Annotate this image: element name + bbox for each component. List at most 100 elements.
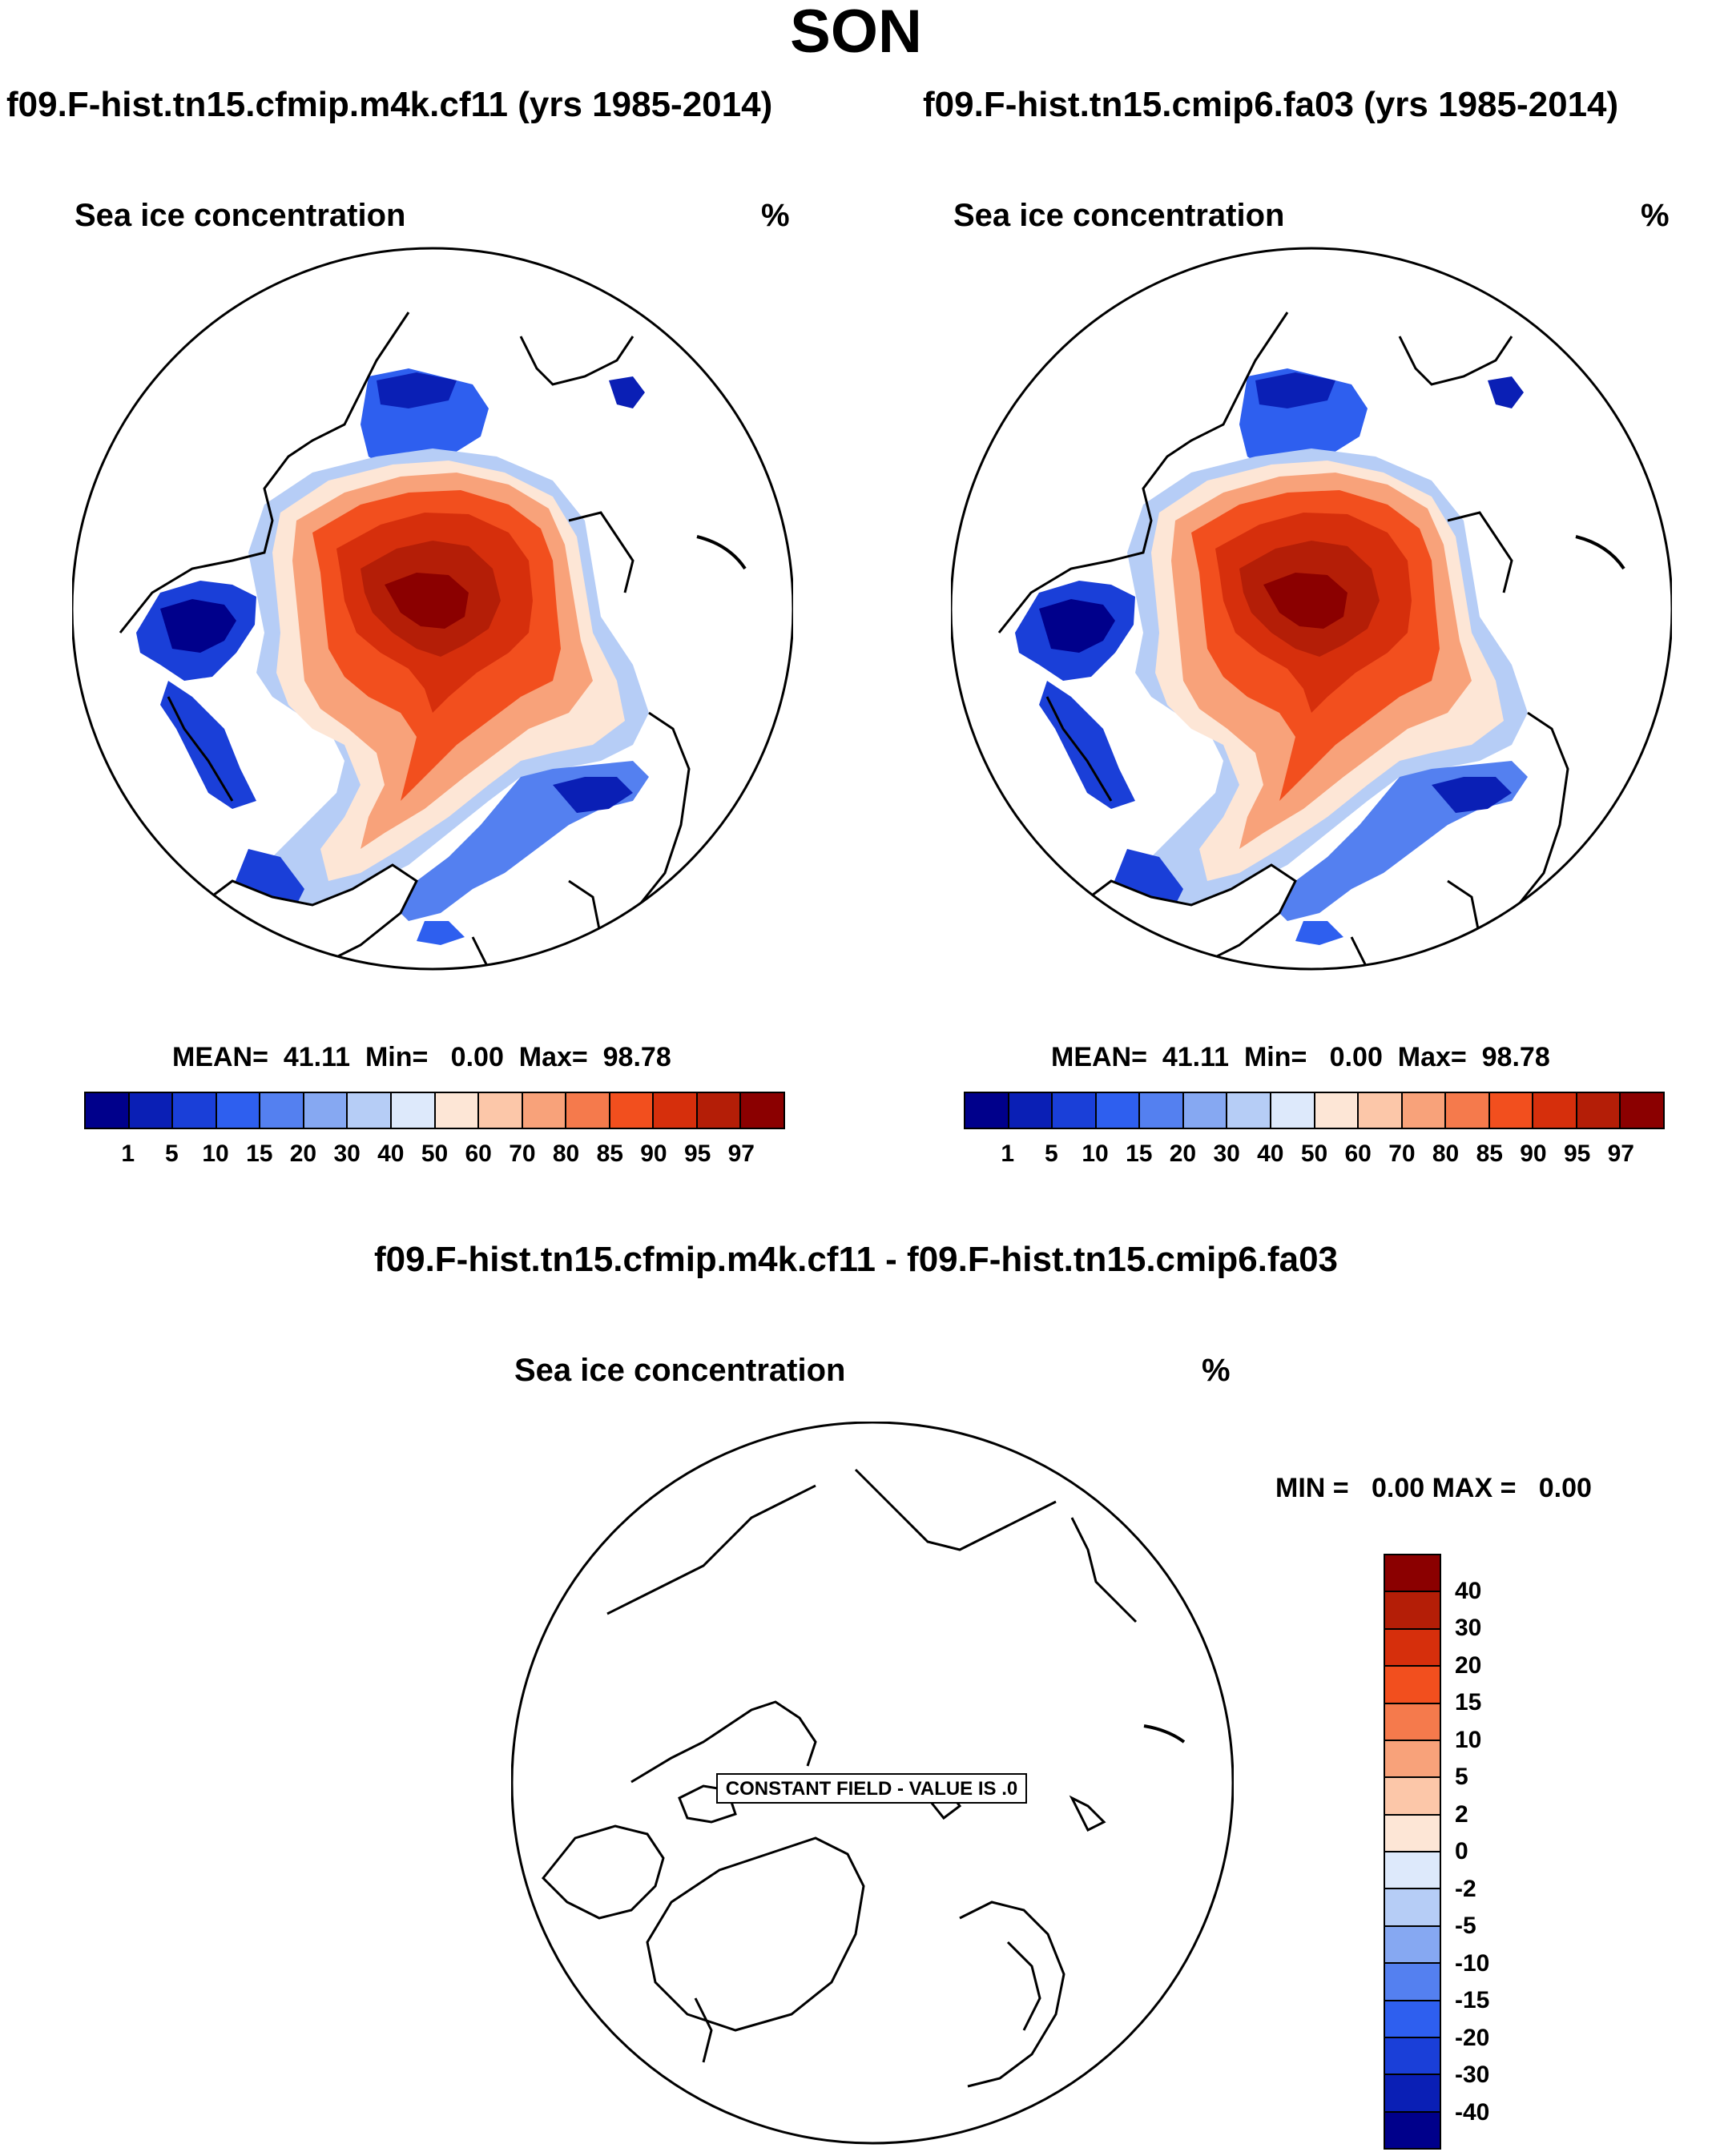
colorbar-swatch [654,1093,698,1128]
colorbar-tick-label: 5 [165,1140,179,1167]
colorbar-swatch [1315,1093,1360,1128]
colorbar-tick-label: 0 [1455,1838,1468,1864]
diff-case-title: f09.F-hist.tn15.cfmip.m4k.cf11 - f09.F-h… [373,1240,1339,1279]
panel2-field-title: Sea ice concentration [953,198,1285,233]
panel1-colorbar [84,1092,785,1129]
colorbar-tick-label: 10 [1082,1140,1109,1167]
colorbar-tick-label: 60 [1344,1140,1372,1167]
colorbar-tick-label: 95 [683,1140,711,1167]
colorbar-swatch [1140,1093,1184,1128]
colorbar-tick-label: 30 [1213,1140,1240,1167]
colorbar-swatch [1385,2001,1440,2038]
colorbar-swatch [1385,1703,1440,1741]
colorbar-swatch [435,1093,480,1128]
panel1-stats: MEAN= 41.11 Min= 0.00 Max= 98.78 [172,1042,671,1072]
colorbar-swatch [1533,1093,1577,1128]
colorbar-swatch [1385,1852,1440,1890]
colorbar-swatch [1053,1093,1097,1128]
colorbar-swatch [1385,2037,1440,2076]
colorbar-swatch [1577,1093,1621,1128]
colorbar-tick-label: 97 [727,1140,755,1167]
constant-field-label: CONSTANT FIELD - VALUE IS .0 [726,1778,1017,1800]
colorbar-tick-label: 70 [1388,1140,1416,1167]
colorbar-swatch [1385,2075,1440,2113]
colorbar-swatch [1385,1667,1440,1704]
colorbar-tick-label: 20 [289,1140,317,1167]
panel1-units: % [761,198,790,233]
colorbar-swatch [1227,1093,1271,1128]
figure-title: SON [790,0,922,66]
colorbar-swatch [1385,1964,1440,2001]
diff-colorbar [1384,1554,1441,2150]
colorbar-tick-label: 15 [246,1140,273,1167]
diff-field-title: Sea ice concentration [514,1353,846,1388]
panel2-colorbar [964,1092,1665,1129]
colorbar-tick-label: 85 [1476,1140,1503,1167]
colorbar-swatch [1385,2112,1440,2148]
diff-stats: MIN = 0.00 MAX = 0.00 [1275,1473,1592,1503]
colorbar-tick-label: 80 [552,1140,580,1167]
panel1-field-title: Sea ice concentration [75,198,406,233]
colorbar-tick-label: 10 [202,1140,229,1167]
colorbar-swatch [1271,1093,1315,1128]
panel2-colorbar-labels: 1 5 10 15 20 30 40 50 60 70 80 85 90 95 … [964,1140,1665,1173]
panel2-stats: MEAN= 41.11 Min= 0.00 Max= 98.78 [1051,1042,1550,1072]
panel1-case-title: f09.F-hist.tn15.cfmip.m4k.cf11 (yrs 1985… [6,85,773,124]
colorbar-tick-label: -10 [1455,1949,1490,1977]
panel2-polar-map [951,247,1672,971]
colorbar-swatch [304,1093,348,1128]
colorbar-swatch [348,1093,392,1128]
colorbar-tick-label: 5 [1455,1764,1468,1790]
colorbar-swatch [1385,1555,1440,1593]
colorbar-tick-label: 90 [640,1140,667,1167]
colorbar-swatch [1402,1093,1447,1128]
colorbar-tick-label: 40 [377,1140,405,1167]
constant-field-box [716,1773,1027,1804]
colorbar-tick-label: -30 [1455,2061,1490,2088]
colorbar-swatch [1621,1093,1663,1128]
colorbar-tick-label: 15 [1455,1689,1482,1716]
colorbar-tick-label: -5 [1455,1913,1476,1939]
colorbar-swatch [129,1093,174,1128]
colorbar-swatch [522,1093,567,1128]
colorbar-swatch [1385,1815,1440,1852]
colorbar-swatch [1385,1889,1440,1927]
colorbar-tick-label: 20 [1455,1651,1482,1679]
colorbar-tick-label: 97 [1607,1140,1634,1167]
colorbar-swatch [610,1093,655,1128]
colorbar-swatch [965,1093,1009,1128]
colorbar-tick-label: -15 [1455,1987,1490,2013]
colorbar-tick-label: 1 [121,1140,135,1167]
colorbar-tick-label: 70 [509,1140,536,1167]
colorbar-tick-label: -20 [1455,2024,1490,2051]
colorbar-swatch [1385,1778,1440,1816]
colorbar-tick-label: -2 [1455,1875,1476,1902]
colorbar-tick-label: -40 [1455,2098,1490,2126]
colorbar-tick-label: 50 [421,1140,449,1167]
colorbar-swatch [1385,1592,1440,1630]
colorbar-tick-label: 20 [1169,1140,1197,1167]
colorbar-swatch [1096,1093,1141,1128]
colorbar-swatch [697,1093,742,1128]
colorbar-swatch [1446,1093,1490,1128]
colorbar-swatch [173,1093,217,1128]
colorbar-swatch [1359,1093,1403,1128]
colorbar-tick-label: 85 [596,1140,623,1167]
diff-units: % [1202,1353,1231,1388]
colorbar-swatch [1385,1740,1440,1779]
colorbar-tick-label: 40 [1455,1577,1482,1604]
diff-colorbar-labels: 40 30 20 15 10 5 2 0 -2 -5 -10 -15 -20 -… [1455,1554,1551,2150]
colorbar-swatch [260,1093,304,1128]
colorbar-tick-label: 95 [1563,1140,1591,1167]
colorbar-tick-label: 5 [1045,1140,1058,1167]
colorbar-tick-label: 50 [1300,1140,1328,1167]
colorbar-tick-label: 60 [465,1140,492,1167]
panel2-units: % [1641,198,1670,233]
colorbar-swatch [216,1093,261,1128]
colorbar-tick-label: 15 [1126,1140,1153,1167]
colorbar-tick-label: 30 [1455,1615,1482,1641]
panel1-polar-map [72,247,793,971]
colorbar-tick-label: 1 [1001,1140,1015,1167]
colorbar-swatch [566,1093,610,1128]
diff-polar-map: CONSTANT FIELD - VALUE IS .0 [511,1422,1234,2145]
